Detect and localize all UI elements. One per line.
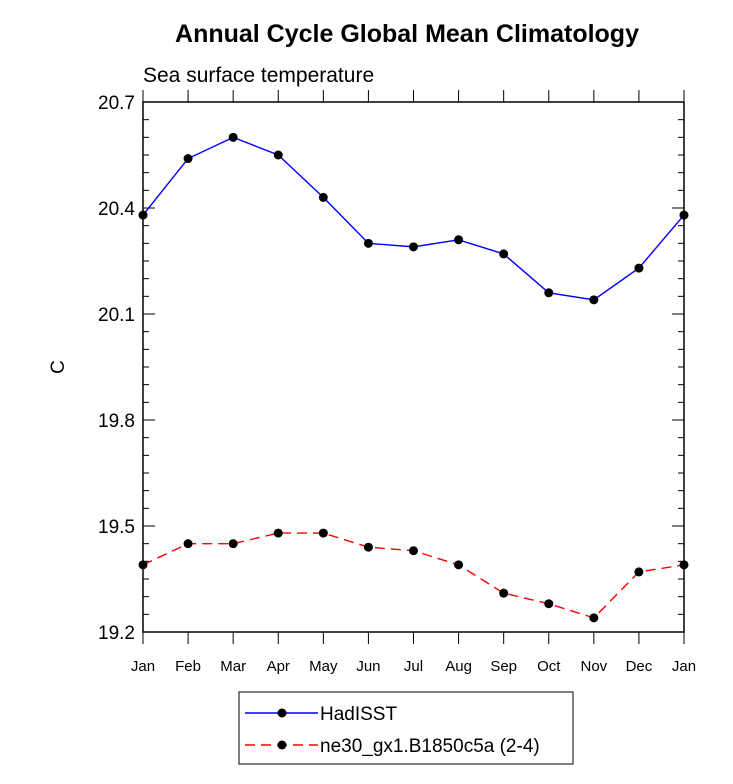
series-0-point bbox=[634, 263, 644, 273]
series-line-0 bbox=[142, 136, 685, 301]
x-tick-label: May bbox=[309, 658, 338, 675]
series-0-point bbox=[228, 132, 238, 142]
series-1-point bbox=[634, 567, 644, 577]
series-0-point bbox=[318, 192, 328, 202]
series-0-point bbox=[589, 295, 599, 305]
x-tick-label: Jan bbox=[131, 658, 155, 675]
series-1-point bbox=[363, 542, 373, 552]
legend-label-1: ne30_gx1.B1850c5a (2-4) bbox=[320, 736, 540, 757]
series-1-point bbox=[318, 528, 328, 538]
x-tick-label: Sep bbox=[490, 658, 517, 675]
series-0-point bbox=[679, 210, 689, 220]
series-1-point bbox=[589, 613, 599, 623]
y-tick-label: 20.1 bbox=[98, 305, 135, 326]
series-0-point bbox=[273, 150, 283, 160]
x-tick-label: Mar bbox=[220, 658, 246, 675]
legend-marker-0 bbox=[277, 708, 287, 718]
legend: HadISST ne30_gx1.B1850c5a (2-4) bbox=[238, 691, 574, 765]
series-0-point bbox=[544, 288, 554, 298]
series-1-point bbox=[183, 539, 193, 549]
legend-box bbox=[238, 691, 574, 765]
chart-subtitle: Sea surface temperature bbox=[143, 64, 374, 87]
series-line-1 bbox=[142, 532, 685, 619]
x-tick-label: Dec bbox=[626, 658, 653, 675]
series-1-point bbox=[409, 546, 418, 556]
series-0-point bbox=[499, 249, 509, 259]
x-tick-label: Aug bbox=[445, 658, 472, 675]
chart-title: Annual Cycle Global Mean Climatology bbox=[175, 20, 639, 48]
series-1-point bbox=[273, 528, 283, 538]
series-0-point bbox=[183, 154, 193, 164]
x-tick-label: Feb bbox=[175, 658, 201, 675]
y-axis-label: C bbox=[48, 360, 69, 374]
series-1-point bbox=[228, 539, 238, 549]
y-tick-label: 20.4 bbox=[98, 199, 135, 220]
y-tick-label: 20.7 bbox=[98, 93, 135, 114]
series-1-point bbox=[544, 599, 554, 609]
x-tick-label: Apr bbox=[267, 658, 290, 675]
axes-layer: 20.7 20.4 20.1 19.8 19.5 19.2 Jan Feb Mar Apr May J… bbox=[98, 90, 696, 675]
x-tick-label: Nov bbox=[580, 658, 607, 675]
x-tick-label: Jul bbox=[404, 658, 423, 675]
x-tick-label: Oct bbox=[537, 658, 561, 675]
series-0-point bbox=[454, 235, 464, 245]
series-0-point bbox=[138, 210, 148, 220]
series-0-point bbox=[409, 242, 418, 252]
series-layer bbox=[138, 132, 689, 623]
series-1-point bbox=[454, 560, 464, 570]
x-tick-label: Jan bbox=[672, 658, 696, 675]
series-1-point bbox=[679, 560, 689, 570]
legend-label-0: HadISST bbox=[320, 704, 397, 725]
y-tick-label: 19.5 bbox=[98, 517, 135, 538]
x-tick-label: Jun bbox=[356, 658, 380, 675]
y-tick-label: 19.2 bbox=[98, 623, 135, 644]
legend-marker-1 bbox=[277, 740, 287, 750]
series-0-point bbox=[363, 238, 373, 248]
y-tick-label: 19.8 bbox=[98, 411, 135, 432]
series-1-point bbox=[499, 588, 509, 598]
series-1-point bbox=[138, 560, 148, 570]
